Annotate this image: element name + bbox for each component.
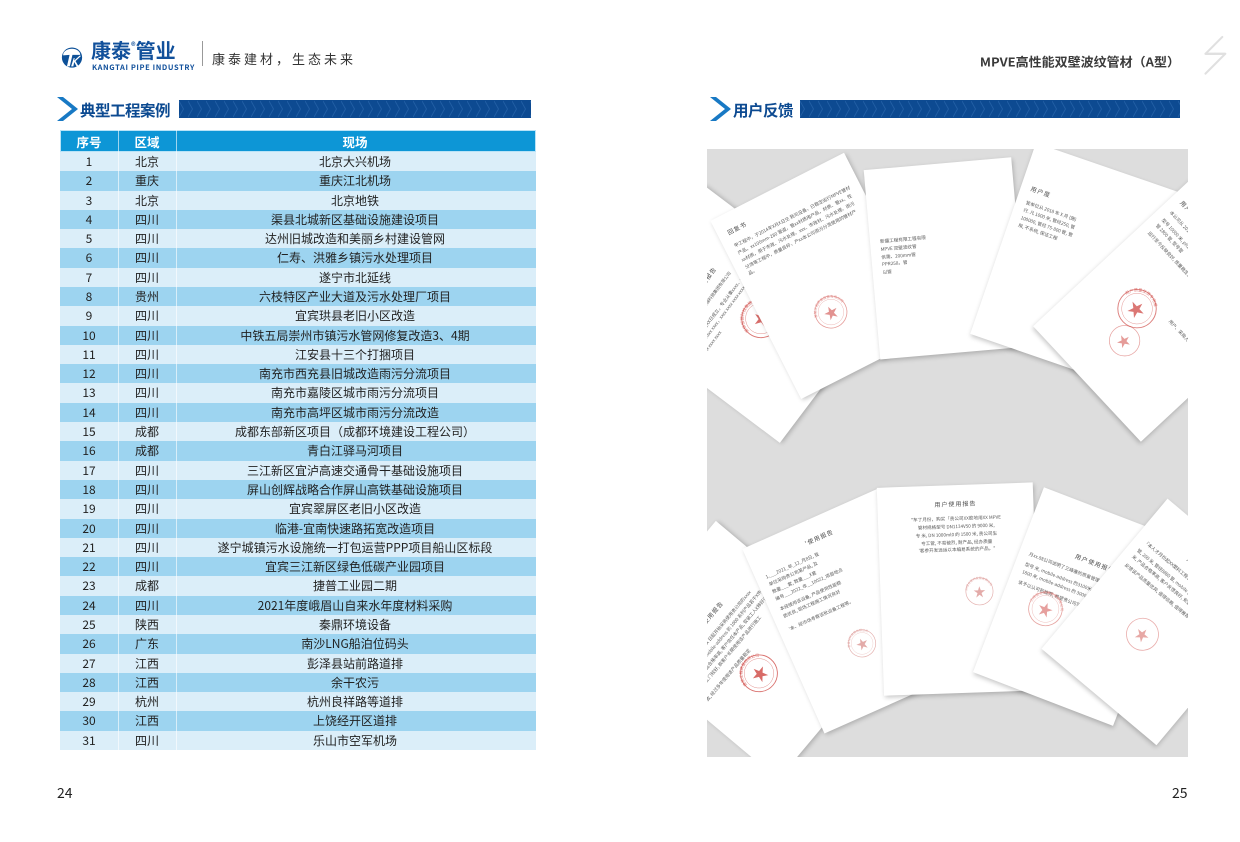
svg-text:某某工程质量监督有限公司: 某某工程质量监督有限公司 bbox=[806, 287, 846, 319]
svg-text:XX塑业管材发展有限公司: XX塑业管材发展有限公司 bbox=[963, 575, 993, 591]
svg-text:管道材料发展有限公司: 管道材料发展有限公司 bbox=[840, 623, 872, 649]
